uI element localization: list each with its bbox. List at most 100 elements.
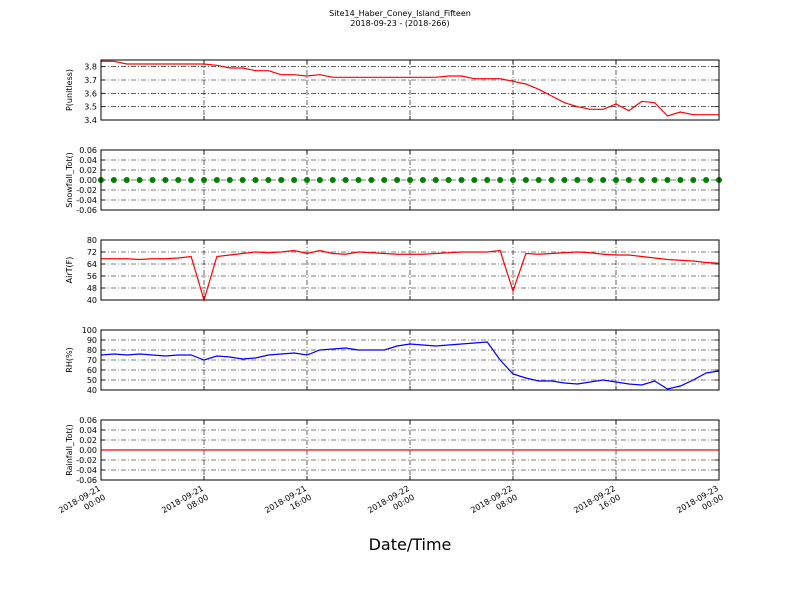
y-tick-label: -0.02 [76, 186, 97, 195]
data-point [600, 177, 607, 183]
x-tick-label: 2018-09-2216:00 [572, 484, 622, 524]
y-tick-label: -0.02 [76, 456, 97, 465]
y-tick-label: 0.06 [79, 146, 97, 155]
data-point [458, 177, 465, 183]
data-line [100, 341, 720, 390]
x-tick-label-group: 2018-09-2216:00 [572, 484, 622, 524]
y-tick-label: 70 [87, 356, 97, 365]
figure-title: Site14_Haber_Coney_Island_Fifteen [329, 9, 471, 18]
data-point [407, 177, 413, 183]
y-tick-label: -0.04 [76, 196, 97, 205]
data-point [368, 177, 375, 183]
y-tick-label: 40 [87, 386, 97, 395]
data-point [613, 177, 619, 183]
data-point [522, 177, 529, 183]
y-tick-label: 56 [87, 272, 97, 281]
y-tick-label: 0.00 [79, 176, 97, 185]
x-tick-label-group: 2018-09-2208:00 [469, 484, 519, 524]
data-point [329, 177, 336, 183]
data-point [291, 177, 298, 183]
data-point [201, 177, 207, 183]
y-tick-label: 3.5 [84, 103, 97, 112]
data-point [239, 177, 246, 183]
plot-frame [100, 239, 720, 301]
data-point [625, 177, 632, 183]
x-tick-label: 2018-09-2100:00 [57, 484, 107, 524]
data-point [638, 177, 645, 183]
y-tick-label: 48 [87, 284, 97, 293]
data-point [123, 177, 130, 183]
x-tick-label: 2018-09-2208:00 [469, 484, 519, 524]
y-tick-label: 80 [87, 346, 97, 355]
y-axis-label: Snowfall_Tot() [65, 152, 74, 208]
data-point [355, 177, 362, 183]
data-point [252, 177, 259, 183]
y-tick-label: 0.04 [79, 156, 97, 165]
data-point [497, 177, 504, 183]
x-tick-label-group: 2018-09-2116:00 [263, 484, 313, 524]
data-point [316, 177, 323, 183]
y-axis-label: P(unitless) [65, 69, 74, 111]
data-point [432, 177, 439, 183]
data-point [587, 177, 594, 183]
y-tick-label: 0.02 [79, 436, 97, 445]
data-point [419, 177, 426, 183]
data-point [278, 177, 285, 183]
data-point [213, 177, 220, 183]
y-tick-label: 72 [87, 248, 97, 257]
data-point [561, 177, 568, 183]
x-tick-label: 2018-09-2300:00 [675, 484, 725, 524]
plot-frame [100, 329, 720, 391]
data-point [574, 177, 581, 183]
y-tick-label: 0.04 [79, 426, 97, 435]
data-point [226, 177, 233, 183]
plot-frame [100, 59, 720, 121]
data-point [265, 177, 272, 183]
y-tick-label: 100 [82, 326, 97, 335]
y-axis-label: RH(%) [65, 347, 74, 372]
data-point [703, 177, 710, 183]
y-tick-label: 50 [87, 376, 97, 385]
y-axis-label: AirT(F) [65, 257, 74, 284]
data-point [445, 177, 452, 183]
x-axis-label: Date/Time [369, 535, 452, 554]
data-point [664, 177, 671, 183]
y-tick-label: -0.06 [76, 206, 97, 215]
y-tick-label: 0.06 [79, 416, 97, 425]
y-axis-label: Rainfall_Tot() [65, 424, 74, 476]
x-tick-label-group: 2018-09-2200:00 [366, 484, 416, 524]
figure-subtitle: 2018-09-23 - (2018-266) [350, 19, 449, 28]
data-point [690, 177, 697, 183]
x-tick-label-group: 2018-09-2100:00 [57, 484, 107, 524]
data-point [484, 177, 491, 183]
x-tick-label: 2018-09-2200:00 [366, 484, 416, 524]
y-tick-label: 3.4 [84, 116, 97, 125]
y-tick-label: 3.7 [84, 76, 97, 85]
data-point [381, 177, 388, 183]
data-point [548, 177, 555, 183]
y-tick-label: 60 [87, 366, 97, 375]
data-point [304, 177, 310, 183]
data-point [651, 177, 658, 183]
y-tick-label: 40 [87, 296, 97, 305]
y-tick-label: 0.00 [79, 446, 97, 455]
x-tick-label-group: 2018-09-2108:00 [160, 484, 210, 524]
data-point [471, 177, 478, 183]
x-tick-label: 2018-09-2116:00 [263, 484, 313, 524]
plot-frame [100, 149, 720, 211]
data-point [188, 177, 195, 183]
x-tick-label-group: 2018-09-2300:00 [675, 484, 725, 524]
data-line [101, 60, 719, 117]
y-tick-label: -0.04 [76, 466, 97, 475]
data-point [535, 177, 542, 183]
y-tick-label: 0.02 [79, 166, 97, 175]
data-point [175, 177, 182, 183]
x-tick-label: 2018-09-2108:00 [160, 484, 210, 524]
data-point [136, 177, 143, 183]
data-point [110, 177, 117, 183]
data-point [342, 177, 349, 183]
y-tick-label: -0.06 [76, 476, 97, 485]
data-point [677, 177, 684, 183]
data-point [162, 177, 169, 183]
